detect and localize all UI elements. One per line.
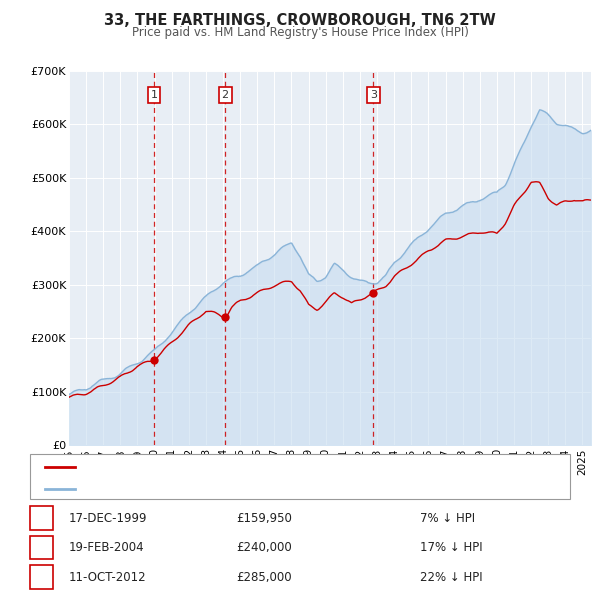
Text: 11-OCT-2012: 11-OCT-2012: [69, 571, 146, 584]
Text: 19-FEB-2004: 19-FEB-2004: [69, 541, 145, 554]
Text: £240,000: £240,000: [236, 541, 292, 554]
Text: £285,000: £285,000: [236, 571, 292, 584]
Text: 17-DEC-1999: 17-DEC-1999: [69, 512, 148, 525]
Text: 3: 3: [38, 571, 45, 584]
Text: 22% ↓ HPI: 22% ↓ HPI: [420, 571, 482, 584]
Text: 33, THE FARTHINGS, CROWBOROUGH, TN6 2TW (detached house): 33, THE FARTHINGS, CROWBOROUGH, TN6 2TW …: [81, 462, 425, 471]
Text: 3: 3: [370, 90, 377, 100]
Text: £159,950: £159,950: [236, 512, 292, 525]
Text: Price paid vs. HM Land Registry's House Price Index (HPI): Price paid vs. HM Land Registry's House …: [131, 26, 469, 39]
Text: 33, THE FARTHINGS, CROWBOROUGH, TN6 2TW: 33, THE FARTHINGS, CROWBOROUGH, TN6 2TW: [104, 13, 496, 28]
Text: HPI: Average price, detached house, Wealden: HPI: Average price, detached house, Weal…: [81, 484, 319, 494]
Text: 2: 2: [38, 541, 45, 554]
Text: 17% ↓ HPI: 17% ↓ HPI: [420, 541, 482, 554]
Text: 7% ↓ HPI: 7% ↓ HPI: [420, 512, 475, 525]
Text: 1: 1: [151, 90, 157, 100]
Text: 1: 1: [38, 512, 45, 525]
Text: 2: 2: [221, 90, 229, 100]
